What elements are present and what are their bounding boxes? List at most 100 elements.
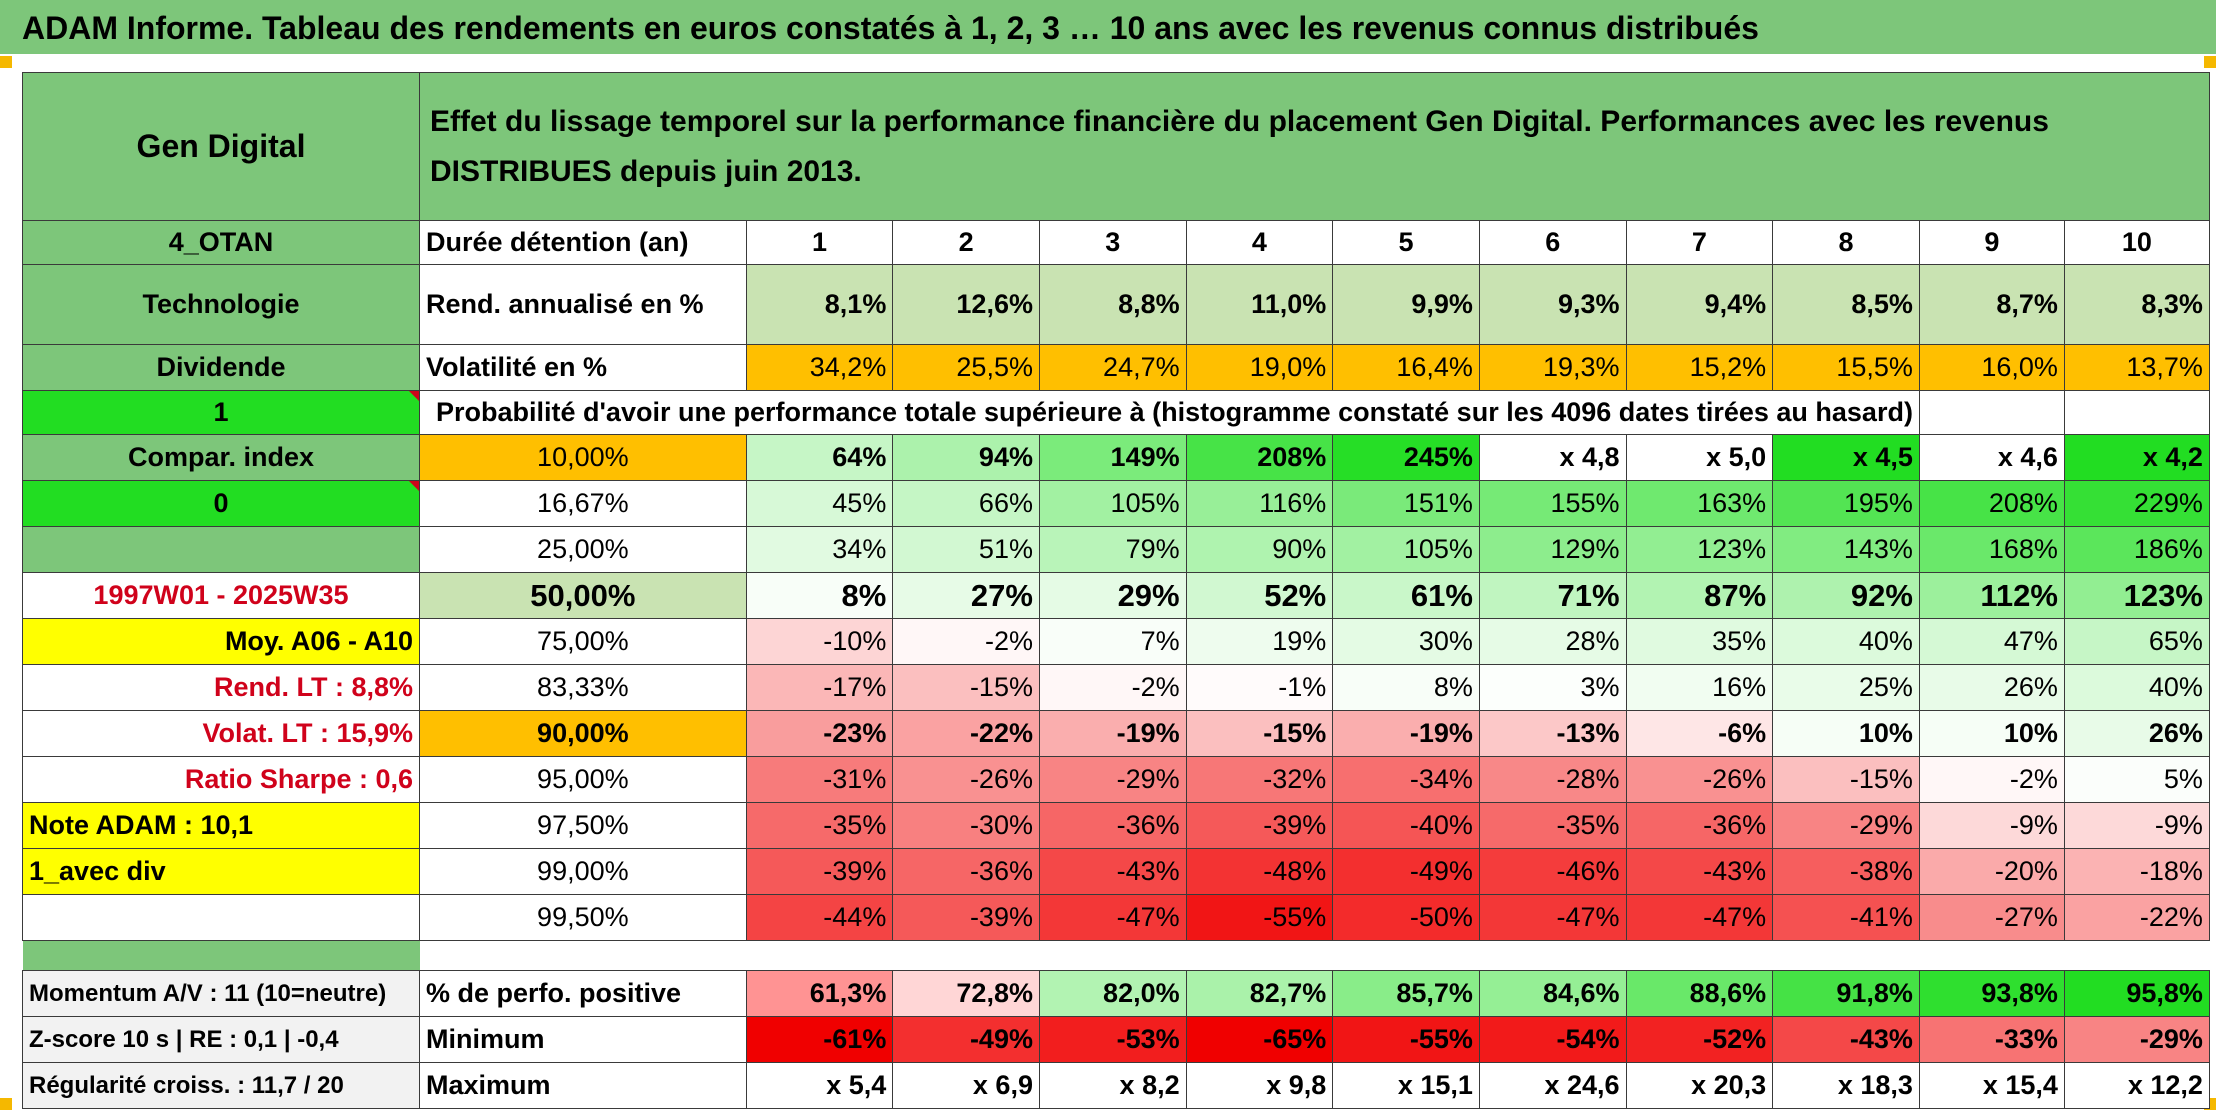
performance-cell: -39%: [745, 848, 894, 895]
minimum-cell: -43%: [1772, 1016, 1920, 1063]
performance-cell: -1%: [1185, 664, 1334, 711]
performance-cell: -46%: [1478, 848, 1627, 895]
performance-cell: 8%: [745, 572, 894, 619]
performance-cell: -2%: [1038, 664, 1187, 711]
performance-cell: 35%: [1625, 618, 1774, 665]
performance-cell: -40%: [1332, 802, 1480, 849]
performance-cell: 87%: [1625, 572, 1774, 619]
avec-div-label: 1_avec div: [22, 848, 420, 895]
performance-cell: -36%: [1038, 802, 1187, 849]
maximum-cell: x 20,3: [1625, 1062, 1774, 1109]
performance-cell: 123%: [1625, 526, 1774, 573]
positive-cell: 88,6%: [1625, 970, 1774, 1017]
performance-cell: -15%: [892, 664, 1040, 711]
performance-cell: -23%: [745, 710, 894, 757]
performance-cell: -27%: [1918, 894, 2065, 941]
performance-cell: 208%: [1185, 434, 1334, 481]
performance-cell: -35%: [745, 802, 894, 849]
year-header: 1: [745, 220, 894, 265]
performance-cell: 8%: [1332, 664, 1480, 711]
percentile-row: 99,50% -44% -39% -47% -55% -50% -47% -47% -41% -2…: [22, 894, 2210, 941]
year-header: 2: [892, 220, 1040, 265]
performance-cell: -43%: [1625, 848, 1774, 895]
percentile-row: 0 16,67% 45% 66% 105% 116% 151% 155% 163% 195% 208…: [22, 480, 2210, 527]
performance-cell: -2%: [1918, 756, 2065, 803]
maximum-cell: x 12,2: [2063, 1062, 2210, 1109]
minimum-cell: -61%: [745, 1016, 894, 1063]
annual-return-cell: 8,1%: [745, 264, 894, 345]
corner-marker: [2204, 56, 2216, 68]
performance-cell: -28%: [1478, 756, 1627, 803]
percentile-label: 16,67%: [419, 480, 747, 527]
performance-cell: 10%: [1772, 710, 1920, 757]
performance-cell: -38%: [1772, 848, 1920, 895]
performance-cell: 208%: [1918, 480, 2065, 527]
blank-cell: [22, 894, 420, 941]
year-header: 6: [1478, 220, 1627, 265]
note-adam-label: Note ADAM : 10,1: [22, 802, 420, 849]
positive-cell: 82,7%: [1185, 970, 1334, 1017]
percentile-row: Ratio Sharpe : 0,6 95,00% -31% -26% -29% -32%…: [22, 756, 2210, 803]
performance-cell: -34%: [1332, 756, 1480, 803]
performance-cell: -15%: [1185, 710, 1334, 757]
performance-cell: x 4,8: [1478, 434, 1627, 481]
performance-cell: 64%: [745, 434, 894, 481]
performance-cell: -18%: [2063, 848, 2210, 895]
performance-cell: -41%: [1772, 894, 1920, 941]
performance-cell: -50%: [1332, 894, 1480, 941]
percentile-row: Moy. A06 - A10 75,00% -10% -2% 7% 19% 30% 28% 35…: [22, 618, 2210, 665]
performance-cell: -22%: [892, 710, 1040, 757]
performance-cell: 94%: [892, 434, 1040, 481]
performance-cell: 51%: [892, 526, 1040, 573]
maximum-cell: x 15,1: [1332, 1062, 1480, 1109]
performance-cell: -10%: [745, 618, 894, 665]
performance-cell: 7%: [1038, 618, 1187, 665]
performance-cell: 3%: [1478, 664, 1627, 711]
annual-return-cell: 8,7%: [1918, 264, 2065, 345]
year-header: 9: [1918, 220, 2065, 265]
minimum-cell: -52%: [1625, 1016, 1774, 1063]
positive-cell: 84,6%: [1478, 970, 1627, 1017]
performance-cell: 71%: [1478, 572, 1627, 619]
minimum-cell: -53%: [1038, 1016, 1187, 1063]
performance-cell: 16%: [1625, 664, 1774, 711]
volatility-cell: 16,4%: [1332, 344, 1480, 391]
year-header: 3: [1038, 220, 1187, 265]
positive-cell: 95,8%: [2063, 970, 2210, 1017]
performance-cell: -36%: [892, 848, 1040, 895]
annual-return-cell: 8,5%: [1772, 264, 1920, 345]
maximum-cell: x 5,4: [745, 1062, 894, 1109]
percentile-row: 25,00% 34% 51% 79% 90% 105% 129% 123% 143% 168% 18…: [22, 526, 2210, 573]
performance-cell: 45%: [745, 480, 894, 527]
maximum-cell: x 9,8: [1185, 1062, 1334, 1109]
performance-cell: 92%: [1772, 572, 1920, 619]
selector-value-0[interactable]: 0: [22, 480, 420, 527]
performance-cell: 151%: [1332, 480, 1480, 527]
performance-cell: 25%: [1772, 664, 1920, 711]
percentile-label: 95,00%: [419, 756, 747, 803]
minimum-cell: -55%: [1332, 1016, 1480, 1063]
performance-cell: -20%: [1918, 848, 2065, 895]
performance-cell: 155%: [1478, 480, 1627, 527]
performance-cell: -6%: [1625, 710, 1774, 757]
performance-cell: 245%: [1332, 434, 1480, 481]
sector-label: Technologie: [22, 264, 420, 345]
percentile-row: 1997W01 - 2025W35 50,00% 8% 27% 29% 52% 61% 71%…: [22, 572, 2210, 619]
maximum-cell: x 8,2: [1038, 1062, 1187, 1109]
positive-cell: 82,0%: [1038, 970, 1187, 1017]
performance-cell: -13%: [1478, 710, 1627, 757]
performance-cell: -19%: [1332, 710, 1480, 757]
performance-cell: 65%: [2063, 618, 2210, 665]
performance-cell: -9%: [2063, 802, 2210, 849]
row-label-volatility: Volatilité en %: [419, 344, 747, 391]
percentile-label: 99,50%: [419, 894, 747, 941]
annual-return-cell: 8,8%: [1038, 264, 1187, 345]
volatility-cell: 19,3%: [1478, 344, 1627, 391]
report-title: ADAM Informe. Tableau des rendements en …: [0, 0, 2216, 56]
percentile-label: 50,00%: [419, 572, 747, 619]
selector-value-1[interactable]: 1: [22, 390, 420, 435]
year-header: 5: [1332, 220, 1480, 265]
spacer-cell: [22, 940, 420, 971]
performance-cell: 105%: [1332, 526, 1480, 573]
positive-cell: 93,8%: [1918, 970, 2065, 1017]
